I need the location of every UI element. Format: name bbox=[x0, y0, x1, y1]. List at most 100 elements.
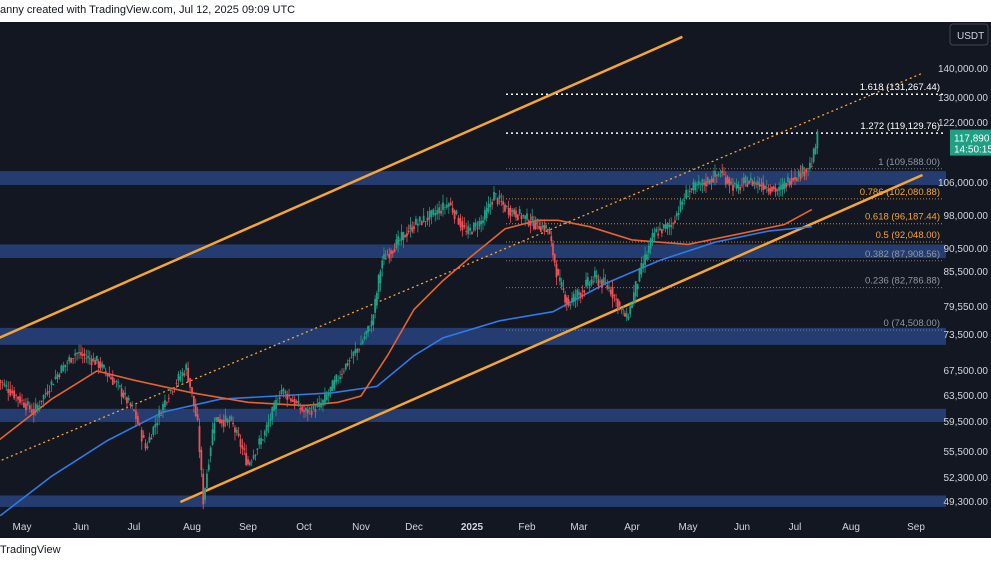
candle bbox=[696, 181, 698, 193]
candle-body bbox=[733, 183, 736, 184]
candle bbox=[422, 207, 425, 224]
candle-body bbox=[308, 407, 311, 409]
candle bbox=[301, 405, 304, 413]
candle bbox=[629, 302, 632, 318]
candle bbox=[463, 217, 466, 230]
candle-body bbox=[164, 400, 166, 407]
candle bbox=[611, 280, 614, 308]
candle bbox=[809, 156, 811, 172]
candle bbox=[539, 218, 542, 232]
candle bbox=[154, 416, 157, 435]
candle-body bbox=[54, 376, 57, 379]
candle bbox=[657, 226, 660, 239]
candle-body bbox=[430, 209, 433, 218]
candle bbox=[331, 379, 334, 392]
candle-body bbox=[674, 220, 676, 223]
candle bbox=[127, 395, 130, 403]
candle-body bbox=[278, 397, 281, 399]
candle bbox=[160, 410, 162, 417]
candle bbox=[194, 398, 197, 417]
candle bbox=[581, 285, 584, 300]
candle bbox=[322, 399, 324, 412]
candle bbox=[647, 240, 650, 261]
candle-body bbox=[444, 207, 446, 209]
candle-body bbox=[122, 392, 125, 398]
candle bbox=[426, 210, 429, 226]
candle bbox=[746, 176, 749, 188]
candle-body bbox=[449, 202, 452, 206]
candle bbox=[171, 390, 174, 396]
candle-body bbox=[120, 388, 123, 397]
candle bbox=[282, 387, 285, 398]
candle bbox=[409, 217, 412, 238]
candle-body bbox=[83, 353, 86, 356]
candle-body bbox=[670, 224, 673, 228]
candle-body bbox=[543, 224, 546, 232]
candle bbox=[710, 175, 713, 190]
candle bbox=[148, 432, 151, 444]
candle-body bbox=[451, 207, 454, 213]
time-axis[interactable]: May Jun Jul Aug Sep Oct Nov Dec 2025 Feb Mar Apr May… bbox=[0, 516, 991, 538]
candle bbox=[606, 279, 609, 291]
channel-upper-line bbox=[0, 35, 683, 339]
candle-body bbox=[70, 358, 73, 363]
candle-body bbox=[85, 357, 88, 359]
candle bbox=[741, 177, 743, 188]
candle-body bbox=[38, 405, 41, 407]
candle-body bbox=[803, 171, 806, 177]
candle-body bbox=[785, 183, 788, 188]
candle bbox=[679, 197, 682, 214]
candle bbox=[502, 195, 505, 214]
candle bbox=[260, 430, 262, 450]
candle-body bbox=[407, 230, 410, 233]
ema-slow-line bbox=[0, 225, 812, 517]
price-chart[interactable]: 1.618 (131,267.44) 1.272 (119,129.76) 1 (1… bbox=[0, 22, 991, 538]
candle bbox=[288, 388, 290, 400]
candle-body bbox=[256, 448, 259, 450]
candle-body bbox=[58, 374, 61, 378]
candle-body bbox=[765, 186, 768, 188]
candle bbox=[420, 220, 423, 226]
candle-body bbox=[142, 435, 145, 438]
candle-body bbox=[154, 424, 157, 428]
price-tick-label: 79,550.00 bbox=[944, 302, 989, 313]
currency-badge[interactable] bbox=[949, 23, 989, 46]
candle bbox=[415, 215, 417, 226]
candle bbox=[444, 204, 446, 215]
candle bbox=[383, 247, 385, 266]
time-tick-label: Jul bbox=[128, 522, 141, 533]
candle-body bbox=[196, 414, 199, 420]
candle-body bbox=[301, 406, 304, 411]
candle-body bbox=[688, 190, 691, 192]
candle-body bbox=[156, 422, 159, 426]
candle bbox=[276, 397, 279, 406]
time-tick-label: Nov bbox=[352, 522, 370, 533]
candle bbox=[764, 184, 766, 190]
candle-body bbox=[276, 403, 279, 405]
candle-body bbox=[721, 170, 724, 174]
candle bbox=[769, 184, 772, 196]
candle-body bbox=[74, 353, 76, 356]
candle bbox=[471, 230, 473, 235]
candle bbox=[354, 341, 357, 357]
candle bbox=[666, 221, 669, 235]
candle bbox=[585, 272, 587, 289]
candle bbox=[632, 284, 635, 306]
candle-body bbox=[491, 202, 494, 205]
channel-lower-line bbox=[179, 173, 924, 504]
candle bbox=[80, 344, 82, 359]
candle-body bbox=[505, 205, 508, 207]
candle bbox=[368, 325, 371, 332]
candle-body bbox=[576, 289, 579, 297]
candle bbox=[496, 197, 499, 207]
candle-body bbox=[548, 229, 551, 235]
candle bbox=[177, 371, 180, 387]
price-axis[interactable]: USDT 140,000.00 130,000.00 122,000.00 106,0… bbox=[938, 22, 991, 538]
candle bbox=[60, 364, 63, 374]
candle-body bbox=[230, 416, 233, 421]
candle bbox=[284, 389, 287, 399]
candle bbox=[46, 384, 49, 397]
candle-body bbox=[271, 407, 274, 420]
candle bbox=[297, 394, 300, 407]
candle-body bbox=[706, 177, 709, 183]
